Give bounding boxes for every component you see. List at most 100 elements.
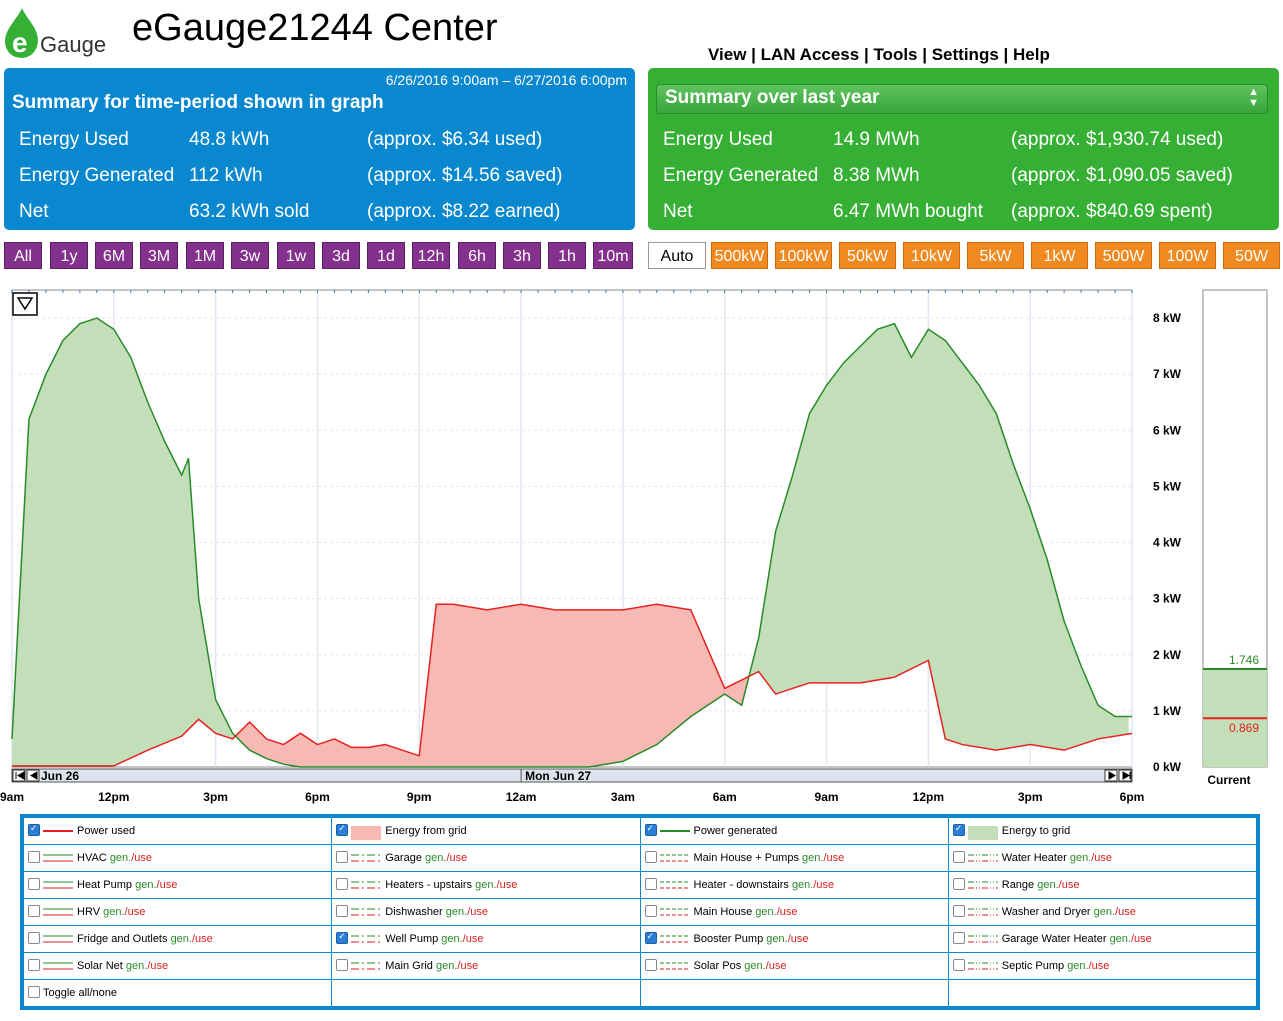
- legend-checkbox[interactable]: [28, 932, 40, 945]
- range-button-3w[interactable]: 3w: [231, 242, 269, 269]
- legend-item[interactable]: Power generated: [639, 817, 949, 845]
- legend-checkbox[interactable]: [336, 959, 349, 972]
- legend-use-link[interactable]: /use: [765, 959, 787, 972]
- legend-gen-link[interactable]: gen.: [744, 959, 766, 972]
- scale-button-10kw[interactable]: 10kW: [903, 242, 960, 269]
- legend-checkbox[interactable]: [952, 823, 965, 837]
- legend-gen-link[interactable]: gen.: [125, 959, 148, 972]
- legend-item[interactable]: Septic Pump gen./use: [947, 952, 1258, 980]
- scrollbar-thumb[interactable]: [11, 768, 1133, 783]
- range-button-1h[interactable]: 1h: [548, 242, 586, 269]
- legend-use-link[interactable]: /use: [496, 878, 518, 891]
- legend-use-link[interactable]: /use: [131, 851, 153, 864]
- legend-checkbox[interactable]: [28, 986, 40, 999]
- scale-button-5kw[interactable]: 5kW: [967, 242, 1024, 269]
- legend-item[interactable]: Heaters - upstairs gen./use: [331, 871, 641, 899]
- legend-gen-link[interactable]: gen.: [755, 905, 777, 918]
- legend-checkbox[interactable]: [644, 851, 657, 864]
- legend-item[interactable]: Heater - downstairs gen./use: [639, 871, 949, 899]
- legend-use-link[interactable]: /use: [823, 851, 845, 864]
- range-button-1w[interactable]: 1w: [277, 242, 315, 269]
- legend-checkbox[interactable]: [28, 878, 40, 891]
- legend-use-link[interactable]: /use: [776, 905, 798, 918]
- range-button-6m[interactable]: 6M: [95, 242, 133, 269]
- legend-checkbox[interactable]: [336, 851, 349, 864]
- chart-menu-button[interactable]: [12, 292, 38, 316]
- legend-use-link[interactable]: /use: [1130, 932, 1152, 945]
- legend-use-link[interactable]: /use: [1088, 959, 1110, 972]
- legend-checkbox[interactable]: [644, 931, 657, 945]
- scale-button-50w[interactable]: 50W: [1223, 242, 1280, 269]
- egauge-logo[interactable]: e Gauge: [2, 6, 122, 60]
- range-button-12h[interactable]: 12h: [412, 242, 450, 269]
- legend-checkbox[interactable]: [336, 878, 349, 891]
- legend-checkbox[interactable]: [952, 878, 965, 891]
- range-button-3d[interactable]: 3d: [322, 242, 360, 269]
- scale-button-500kw[interactable]: 500kW: [711, 242, 768, 269]
- range-button-all[interactable]: All: [4, 242, 42, 269]
- legend-use-link[interactable]: /use: [1115, 905, 1136, 918]
- legend-gen-link[interactable]: gen.: [1037, 878, 1059, 891]
- legend-checkbox[interactable]: [952, 932, 965, 945]
- legend-item[interactable]: Energy from grid: [331, 817, 641, 845]
- power-chart[interactable]: 0 kW 1 kW 2 kW 3 kW 4 kW 5 kW 6 kW 7 kW 8 kW 9am 1…: [0, 280, 1283, 810]
- legend-gen-link[interactable]: gen.: [791, 878, 814, 891]
- range-button-3h[interactable]: 3h: [503, 242, 541, 269]
- legend-use-link[interactable]: /use: [191, 932, 213, 945]
- legend-use-link[interactable]: /use: [446, 851, 468, 864]
- range-button-10m[interactable]: 10m: [593, 242, 633, 269]
- legend-item[interactable]: Power used: [22, 817, 333, 845]
- legend-item[interactable]: Heat Pump gen./use: [22, 871, 333, 899]
- scale-button-auto[interactable]: Auto: [648, 242, 706, 269]
- legend-item[interactable]: Energy to grid: [947, 817, 1258, 845]
- legend-checkbox[interactable]: [28, 823, 40, 837]
- legend-checkbox[interactable]: [644, 959, 657, 972]
- range-button-1m[interactable]: 1M: [186, 242, 224, 269]
- legend-item[interactable]: Booster Pump gen./use: [639, 925, 949, 953]
- legend-checkbox[interactable]: [644, 905, 657, 918]
- legend-use-link[interactable]: /use: [1091, 851, 1113, 864]
- legend-gen-link[interactable]: gen.: [445, 905, 468, 918]
- legend-gen-link[interactable]: gen.: [436, 959, 458, 972]
- legend-checkbox[interactable]: [644, 878, 657, 891]
- scale-button-100w[interactable]: 100W: [1159, 242, 1216, 269]
- legend-checkbox[interactable]: [28, 851, 40, 864]
- scale-button-1kw[interactable]: 1kW: [1031, 242, 1088, 269]
- legend-use-link[interactable]: /use: [813, 878, 835, 891]
- legend-item[interactable]: Main House + Pumps gen./use: [639, 844, 949, 872]
- legend-gen-link[interactable]: gen.: [1093, 905, 1116, 918]
- scale-button-100kw[interactable]: 100kW: [775, 242, 832, 269]
- nav-view[interactable]: View: [708, 45, 747, 64]
- nav-help[interactable]: Help: [1012, 45, 1050, 64]
- legend-checkbox[interactable]: [952, 959, 965, 972]
- legend-item[interactable]: Solar Net gen./use: [22, 952, 333, 980]
- legend-checkbox[interactable]: [952, 851, 965, 864]
- legend-item[interactable]: HVAC gen./use: [22, 844, 333, 872]
- legend-gen-link[interactable]: gen.: [802, 851, 824, 864]
- legend-gen-link[interactable]: gen.: [103, 905, 125, 918]
- legend-item[interactable]: Main Grid gen./use: [331, 952, 641, 980]
- legend-checkbox[interactable]: [28, 959, 40, 972]
- legend-checkbox[interactable]: [952, 905, 965, 918]
- legend-item[interactable]: Well Pump gen./use: [331, 925, 641, 953]
- legend-item[interactable]: Garage Water Heater gen./use: [947, 925, 1258, 953]
- legend-checkbox[interactable]: [336, 823, 349, 837]
- legend-checkbox[interactable]: [28, 905, 40, 918]
- legend-use-link[interactable]: /use: [457, 959, 479, 972]
- scale-button-500w[interactable]: 500W: [1095, 242, 1152, 269]
- legend-use-link[interactable]: /use: [467, 905, 488, 918]
- legend-gen-link[interactable]: gen.: [170, 932, 192, 945]
- legend-use-link[interactable]: /use: [156, 878, 178, 891]
- legend-use-link[interactable]: /use: [462, 932, 484, 945]
- legend-use-link[interactable]: /use: [1058, 878, 1080, 891]
- legend-item[interactable]: Fridge and Outlets gen./use: [22, 925, 333, 953]
- nav-settings[interactable]: Settings: [931, 45, 999, 64]
- legend-gen-link[interactable]: gen.: [109, 851, 132, 864]
- legend-gen-link[interactable]: gen.: [1109, 932, 1131, 945]
- legend-gen-link[interactable]: gen.: [441, 932, 463, 945]
- nav-tools[interactable]: Tools: [873, 45, 918, 64]
- scale-button-50kw[interactable]: 50kW: [839, 242, 896, 269]
- range-button-6h[interactable]: 6h: [458, 242, 496, 269]
- legend-item[interactable]: Range gen./use: [947, 871, 1258, 899]
- legend-gen-link[interactable]: gen.: [1067, 959, 1089, 972]
